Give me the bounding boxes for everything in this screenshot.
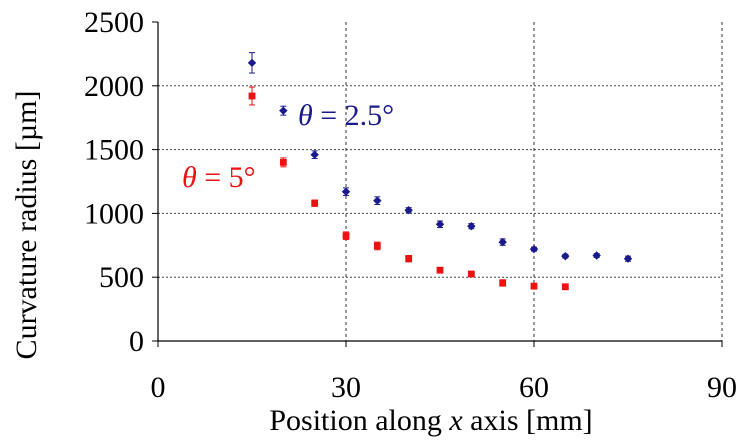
series-label-theta-5: θ = 5° <box>182 161 256 194</box>
x-tick-label: 60 <box>519 371 549 404</box>
data-point <box>279 158 287 166</box>
data-point <box>498 237 507 247</box>
data-marks <box>247 52 633 291</box>
data-point <box>499 279 507 287</box>
data-point <box>467 221 476 231</box>
data-point <box>561 251 570 261</box>
y-tick-label: 1500 <box>84 134 144 167</box>
data-point <box>341 187 351 196</box>
y-axis-label: Curvature radius [µm] <box>10 91 43 360</box>
tick-labels: 0 500 1000 1500 2000 2500 0 30 60 90 <box>84 6 737 404</box>
y-tick-label: 500 <box>99 261 144 294</box>
data-point <box>248 92 256 100</box>
data-point <box>373 242 381 250</box>
series-label-theta-2-5: θ = 2.5° <box>298 99 394 132</box>
data-point <box>405 255 413 263</box>
data-point <box>279 106 288 115</box>
data-point <box>311 199 319 207</box>
data-point <box>310 150 319 159</box>
data-point <box>623 254 633 263</box>
x-tick-label: 90 <box>707 371 737 404</box>
y-tick-label: 2500 <box>84 6 144 39</box>
x-tick-label: 0 <box>151 371 166 404</box>
data-point <box>467 270 475 278</box>
data-point <box>530 282 538 290</box>
data-point <box>404 206 413 215</box>
data-point <box>436 266 444 274</box>
y-tick-label: 1000 <box>84 197 144 230</box>
x-tick-label: 30 <box>331 371 361 404</box>
series-theta25 <box>247 52 633 263</box>
data-point <box>247 58 257 68</box>
axes <box>152 21 723 347</box>
data-point <box>342 232 350 240</box>
series-theta5 <box>248 86 569 291</box>
y-tick-label: 0 <box>129 325 144 358</box>
data-point <box>592 251 601 260</box>
data-point <box>373 196 382 205</box>
y-tick-label: 2000 <box>84 70 144 103</box>
x-axis-label: Position along x axis [mm] <box>269 404 592 437</box>
data-point <box>561 283 569 291</box>
data-point <box>435 220 445 229</box>
data-point <box>529 244 539 254</box>
